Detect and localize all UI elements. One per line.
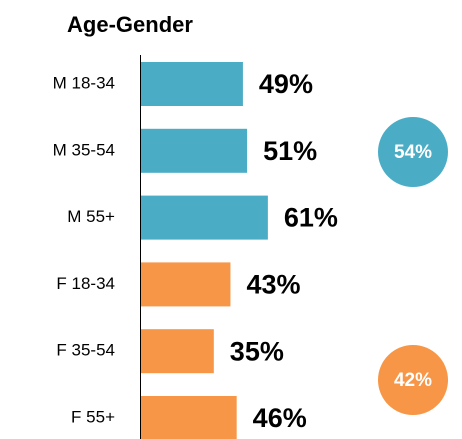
bar bbox=[141, 128, 248, 173]
chart-title: Age-Gender bbox=[67, 12, 193, 37]
bar bbox=[141, 195, 268, 240]
value-label: 51% bbox=[263, 136, 317, 166]
bar bbox=[141, 329, 214, 374]
value-label: 46% bbox=[253, 403, 307, 433]
category-label: M 18-34 bbox=[53, 73, 115, 92]
summary-bubble bbox=[378, 345, 448, 415]
category-label: F 35-54 bbox=[56, 341, 115, 360]
category-label: M 55+ bbox=[67, 207, 115, 226]
summary-label: 42% bbox=[394, 370, 432, 391]
category-label: F 55+ bbox=[71, 407, 115, 426]
summary-label: 54% bbox=[394, 142, 432, 163]
value-label: 49% bbox=[259, 69, 313, 99]
summary-bubble bbox=[378, 117, 448, 187]
value-label: 61% bbox=[284, 203, 338, 233]
bar bbox=[141, 62, 243, 106]
value-label: 43% bbox=[246, 270, 300, 300]
value-label: 35% bbox=[230, 336, 284, 366]
category-label: M 35-54 bbox=[53, 140, 115, 159]
category-label: F 18-34 bbox=[56, 274, 115, 293]
bar bbox=[141, 262, 231, 307]
bar bbox=[141, 396, 237, 439]
